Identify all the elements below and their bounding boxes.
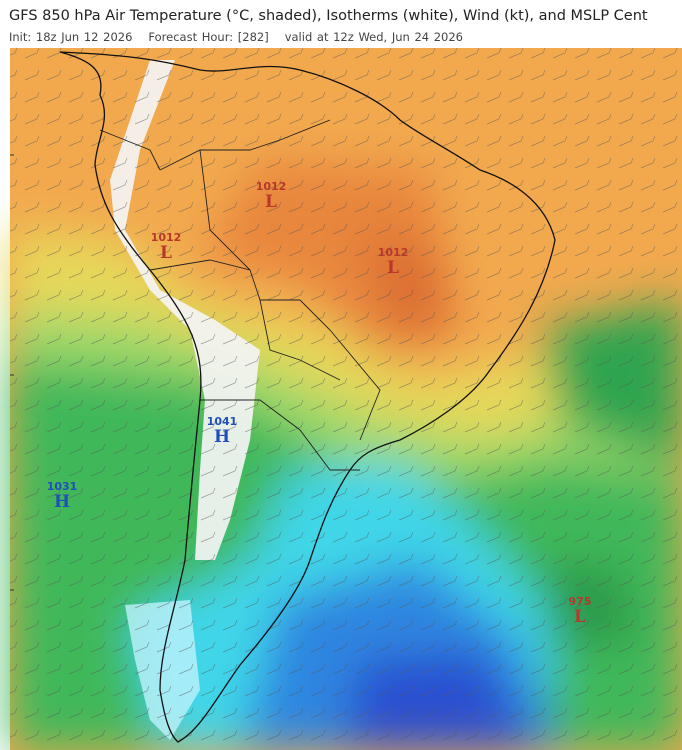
center-pressure: 1041: [207, 415, 238, 428]
coastline: [59, 51, 556, 743]
center-letter: H: [214, 427, 230, 447]
center-pressure: 1031: [47, 480, 78, 493]
center-letter: H: [54, 492, 70, 512]
borders: [99, 119, 381, 471]
map-title: GFS 850 hPa Air Temperature (°C, shaded)…: [9, 8, 648, 24]
center-pressure: 1012: [378, 246, 409, 259]
center-letter: L: [574, 607, 586, 627]
center-letter: L: [160, 243, 172, 263]
wind-barbs: [10, 48, 682, 750]
center-letter: L: [387, 258, 399, 278]
header: GFS 850 hPa Air Temperature (°C, shaded)…: [0, 0, 682, 48]
center-pressure: 1012: [151, 231, 182, 244]
center-pressure: 1012: [256, 180, 287, 193]
center-pressure: 975: [569, 595, 592, 608]
forecast-hour: Forecast Hour: [282]: [148, 30, 269, 44]
valid-time: valid at 12z Wed, Jun 24 2026: [284, 30, 464, 44]
center-letter: L: [265, 192, 277, 212]
map-subtitle: Init: 18z Jun 12 2026 Forecast Hour: [282…: [9, 30, 479, 44]
init-time: Init: 18z Jun 12 2026: [9, 30, 133, 44]
